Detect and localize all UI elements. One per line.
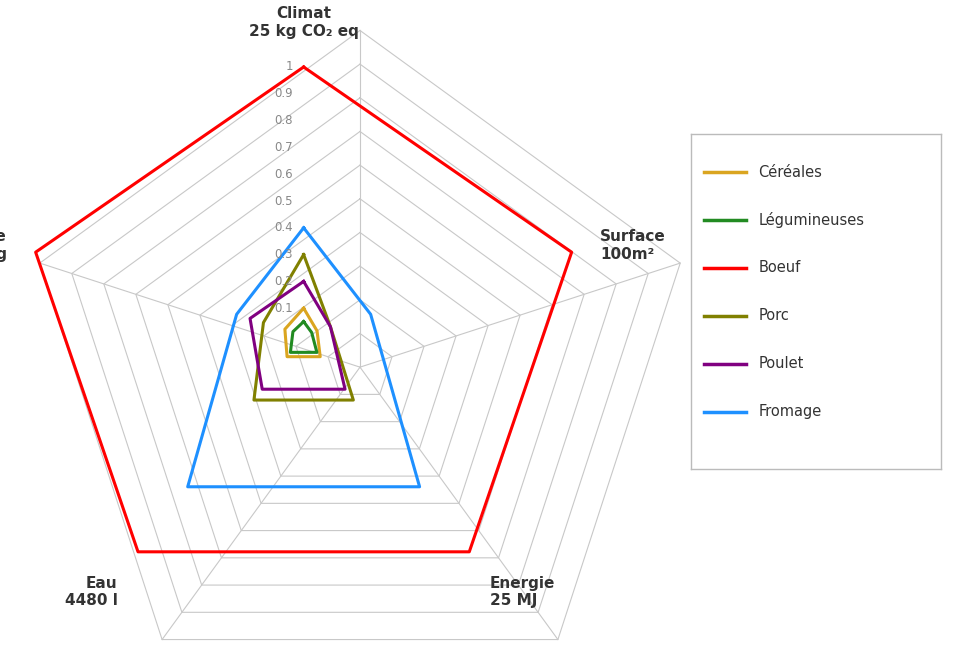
Text: 0.7: 0.7 [275,141,293,154]
Text: Porc: Porc [758,308,789,324]
Text: 0.6: 0.6 [275,168,293,181]
Polygon shape [39,30,681,640]
Text: 0.4: 0.4 [275,221,293,234]
Text: 0.8: 0.8 [275,114,293,127]
Text: 0.1: 0.1 [275,302,293,315]
Text: Poulet: Poulet [758,356,804,371]
Text: Légumineuses: Légumineuses [758,212,865,228]
Text: 0.5: 0.5 [275,194,293,208]
Text: 1: 1 [285,60,293,74]
Text: 0.9: 0.9 [275,87,293,100]
Text: Energie
25 MJ: Energie 25 MJ [490,576,555,608]
Text: Fromage: Fromage [758,404,822,419]
Text: Eau
4480 l: Eau 4480 l [65,576,118,608]
Text: Azote
250 g: Azote 250 g [0,229,7,262]
Text: Boeuf: Boeuf [758,261,801,275]
Text: Surface
100m²: Surface 100m² [600,229,666,262]
Text: 0.2: 0.2 [275,275,293,288]
Text: Climat
25 kg CO₂ eq: Climat 25 kg CO₂ eq [249,7,359,39]
Text: 0.3: 0.3 [275,248,293,261]
Text: Céréales: Céréales [758,165,823,180]
